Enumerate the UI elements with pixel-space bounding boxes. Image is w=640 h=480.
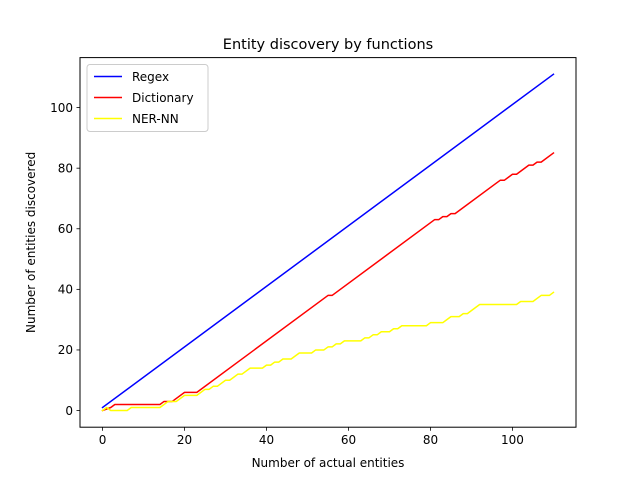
y-tick-label-1: 20: [58, 343, 73, 357]
series-line-1: [101, 151, 555, 412]
axis-ticks: 0 20 40 60 80 100 0 20 40 60 80 100: [50, 101, 524, 447]
legend-box: [86, 64, 209, 132]
x-tick-label-4: 80: [423, 433, 438, 447]
axes-frame: [79, 57, 577, 428]
legend-label-0: Regex: [132, 70, 169, 84]
y-tick-label-3: 60: [58, 222, 73, 236]
y-tick-label-5: 100: [50, 101, 73, 115]
legend: Regex Dictionary NER-NN: [86, 64, 209, 132]
plot-area: [101, 73, 555, 412]
x-tick-label-1: 20: [177, 433, 192, 447]
series-line-0: [101, 73, 555, 409]
y-tick-label-2: 40: [58, 283, 73, 297]
series-line-2: [101, 291, 555, 412]
legend-label-1: Dictionary: [132, 91, 194, 105]
legend-label-2: NER-NN: [132, 112, 179, 126]
x-tick-label-5: 100: [501, 433, 524, 447]
x-tick-label-2: 40: [259, 433, 274, 447]
x-axis-label: Number of actual entities: [252, 456, 405, 470]
chart-title: Entity discovery by functions: [223, 37, 433, 53]
x-tick-label-3: 60: [341, 433, 356, 447]
y-tick-label-0: 0: [65, 404, 73, 418]
y-axis-label: Number of entities discovered: [24, 152, 38, 333]
y-tick-label-4: 80: [58, 161, 73, 175]
x-tick-label-0: 0: [99, 433, 107, 447]
